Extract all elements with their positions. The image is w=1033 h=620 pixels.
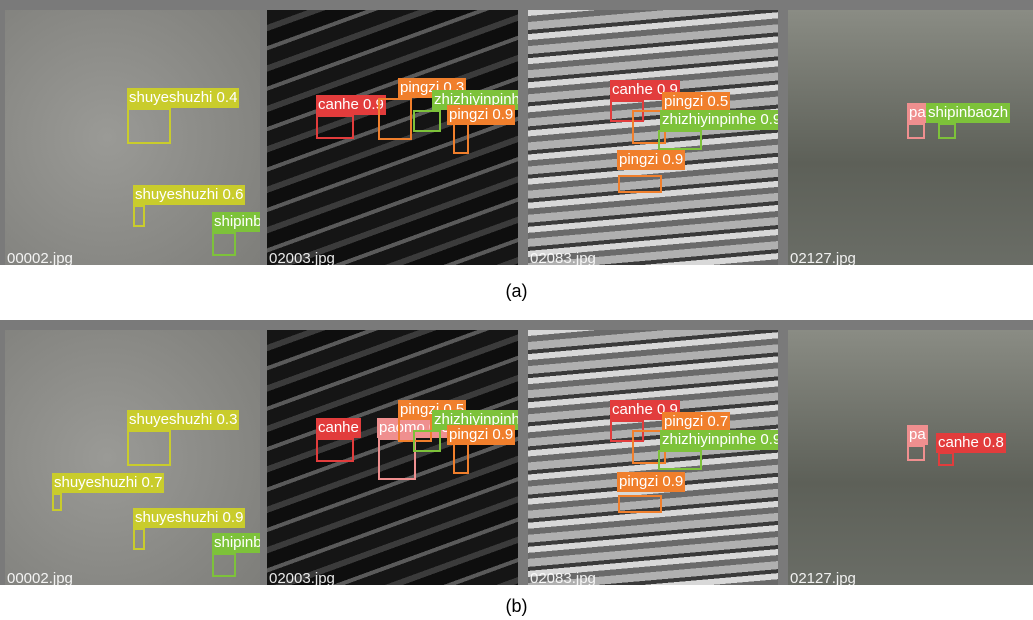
bounding-box: [378, 438, 416, 480]
detection-label: pingzi 0.9: [617, 472, 685, 492]
image: pa canhe 0.8 02127.jpg: [788, 330, 1033, 585]
filename: 02003.jpg: [269, 570, 335, 585]
bounding-box: [133, 205, 145, 227]
detection-label: pingzi 0.5: [662, 92, 730, 112]
bounding-box: [658, 130, 702, 150]
panel-a: shuyeshuzhi 0.4 shuyeshuzhi 0.6 shipinbaoz…: [0, 0, 1033, 265]
filename: 02127.jpg: [790, 250, 856, 265]
bounding-box: [52, 493, 62, 511]
image: shuyeshuzhi 0.4 shuyeshuzhi 0.6 shipinbaoz…: [5, 10, 260, 265]
filename: 02127.jpg: [790, 570, 856, 585]
bounding-box: [316, 115, 354, 139]
bounding-box: [127, 430, 171, 466]
detection-label: canhe 0.8: [936, 433, 1006, 453]
figure: shuyeshuzhi 0.4 shuyeshuzhi 0.6 shipinbaoz…: [0, 0, 1033, 620]
bounding-box: [618, 175, 662, 193]
detection-label: pa: [907, 103, 928, 123]
detection-label: pingzi 0.9: [447, 105, 515, 125]
detection-label: shuyeshuzhi 0.7: [52, 473, 164, 493]
detection-label: shipinbaozhuangdai 0.9: [212, 533, 260, 553]
filename: 02003.jpg: [269, 250, 335, 265]
filename: 00002.jpg: [7, 570, 73, 585]
detection-label: canhe: [316, 418, 361, 438]
bounding-box: [127, 108, 171, 144]
filename: 00002.jpg: [7, 250, 73, 265]
bounding-box: [453, 442, 469, 474]
detection-label: zhizhiyinpinhe 0.9: [660, 110, 778, 130]
panel-b: shuyeshuzhi 0.3 shuyeshuzhi 0.7 shuyeshuzh…: [0, 320, 1033, 585]
bounding-box: [907, 445, 925, 461]
image: shuyeshuzhi 0.3 shuyeshuzhi 0.7 shuyeshuzh…: [5, 330, 260, 585]
bounding-box: [133, 528, 145, 550]
bounding-box: [378, 98, 412, 140]
detection-label: canhe 0.9: [316, 95, 386, 115]
bounding-box: [453, 122, 469, 154]
detection-label: pingzi 0.9: [617, 150, 685, 170]
bounding-box: [316, 438, 354, 462]
bounding-box: [658, 450, 702, 470]
filename: 02083.jpg: [530, 570, 596, 585]
bounding-box: [212, 553, 236, 577]
bounding-box: [413, 430, 441, 452]
bounding-box: [938, 123, 956, 139]
caption: (a): [0, 281, 1033, 302]
bounding-box: [413, 110, 441, 132]
bounding-box: [618, 495, 662, 513]
detection-label: shuyeshuzhi 0.9: [133, 508, 245, 528]
caption: (b): [0, 596, 1033, 617]
detection-label: pingzi 0.9: [447, 425, 515, 445]
bounding-box: [907, 123, 925, 139]
detection-label: pa: [907, 425, 928, 445]
bounding-box: [938, 452, 954, 466]
bounding-box: [212, 232, 236, 256]
detection-label: pingzi 0.7: [662, 412, 730, 432]
detection-label: shuyeshuzhi 0.4: [127, 88, 239, 108]
filename: 02083.jpg: [530, 250, 596, 265]
detection-label: zhizhiyinpinhe 0.9: [660, 430, 778, 450]
detection-label: shipinbaozhuangdai 0.9: [212, 212, 260, 232]
detection-label: shuyeshuzhi 0.6: [133, 185, 245, 205]
detection-label: shipinbaozh: [926, 103, 1010, 123]
detection-label: shuyeshuzhi 0.3: [127, 410, 239, 430]
